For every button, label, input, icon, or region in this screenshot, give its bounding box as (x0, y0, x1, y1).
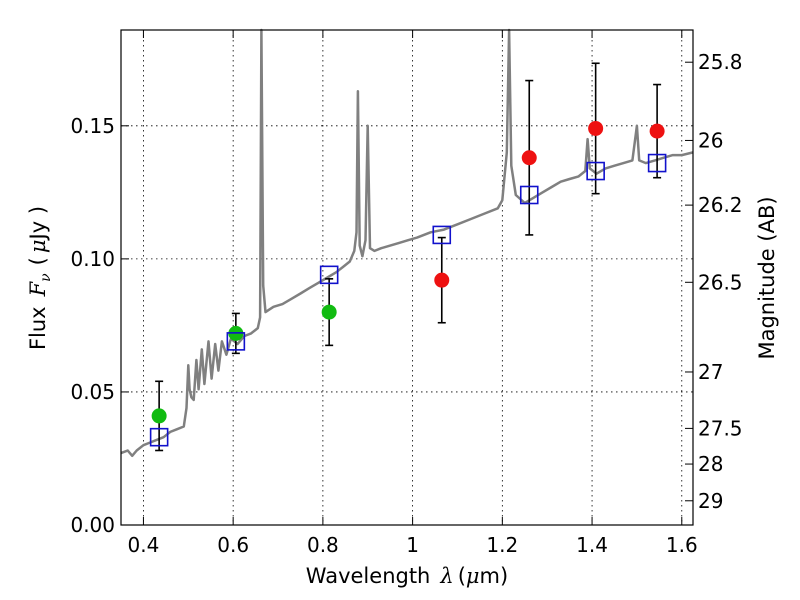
x-tick-label: 0.4 (128, 533, 160, 557)
y2-tick-label: 26.5 (698, 270, 743, 294)
plot-frame (120, 29, 694, 526)
grid-layer (121, 30, 693, 525)
model-photometry-square (586, 161, 605, 181)
x-tick-label: 1.6 (666, 533, 698, 557)
x-tick-label: 0.6 (217, 533, 249, 557)
observed-flux-point (434, 272, 450, 288)
observed-flux-point (151, 408, 167, 424)
y2-tick-label: 25.8 (698, 50, 743, 74)
y2-tick-label: 26.2 (698, 193, 743, 217)
y2-axis-label: Magnitude (AB) (755, 196, 779, 359)
y2-tick-label: 28 (698, 452, 723, 476)
y-tick-label: 0.15 (70, 114, 115, 138)
observed-flux-point (521, 150, 537, 166)
model-photometry-square (432, 225, 452, 245)
model-photometry-square (519, 185, 539, 205)
y-tick-label: 0.05 (70, 380, 115, 404)
spectrum-layer (120, 28, 694, 458)
y2-tick-label: 26 (698, 128, 723, 152)
y2-tick-label: 27 (698, 360, 723, 384)
x-tick-label: 1.4 (576, 533, 608, 557)
x-axis-label: Wavelength λ (μm) (306, 564, 508, 588)
model-photometry-square (149, 427, 169, 447)
y2-tick-label: 29 (698, 489, 723, 513)
model-photometry-square (319, 265, 339, 285)
tick-layer: 0.4 0.6 0.8 1 1.2 1.4 1.6 0.00 0.05 0.10 0.15 25.8 2… (70, 30, 743, 557)
model-spectrum-line (120, 28, 694, 458)
y-axis-label: FluxFν(μJy ) (26, 206, 54, 350)
y-tick-label: 0.00 (70, 513, 115, 537)
model-photometry-square (647, 153, 667, 173)
x-tick-label: 1 (406, 533, 419, 557)
observed-flux-point (321, 304, 337, 320)
plot-background (121, 30, 693, 525)
marker-layer (149, 120, 667, 447)
y-tick-label: 0.10 (70, 247, 115, 271)
x-tick-label: 0.8 (307, 533, 339, 557)
x-tick-label: 1.2 (486, 533, 518, 557)
observed-flux-point (588, 120, 604, 136)
y2-tick-label: 27.5 (698, 416, 743, 440)
observed-flux-point (649, 123, 665, 139)
model-photometry-square (226, 332, 246, 351)
